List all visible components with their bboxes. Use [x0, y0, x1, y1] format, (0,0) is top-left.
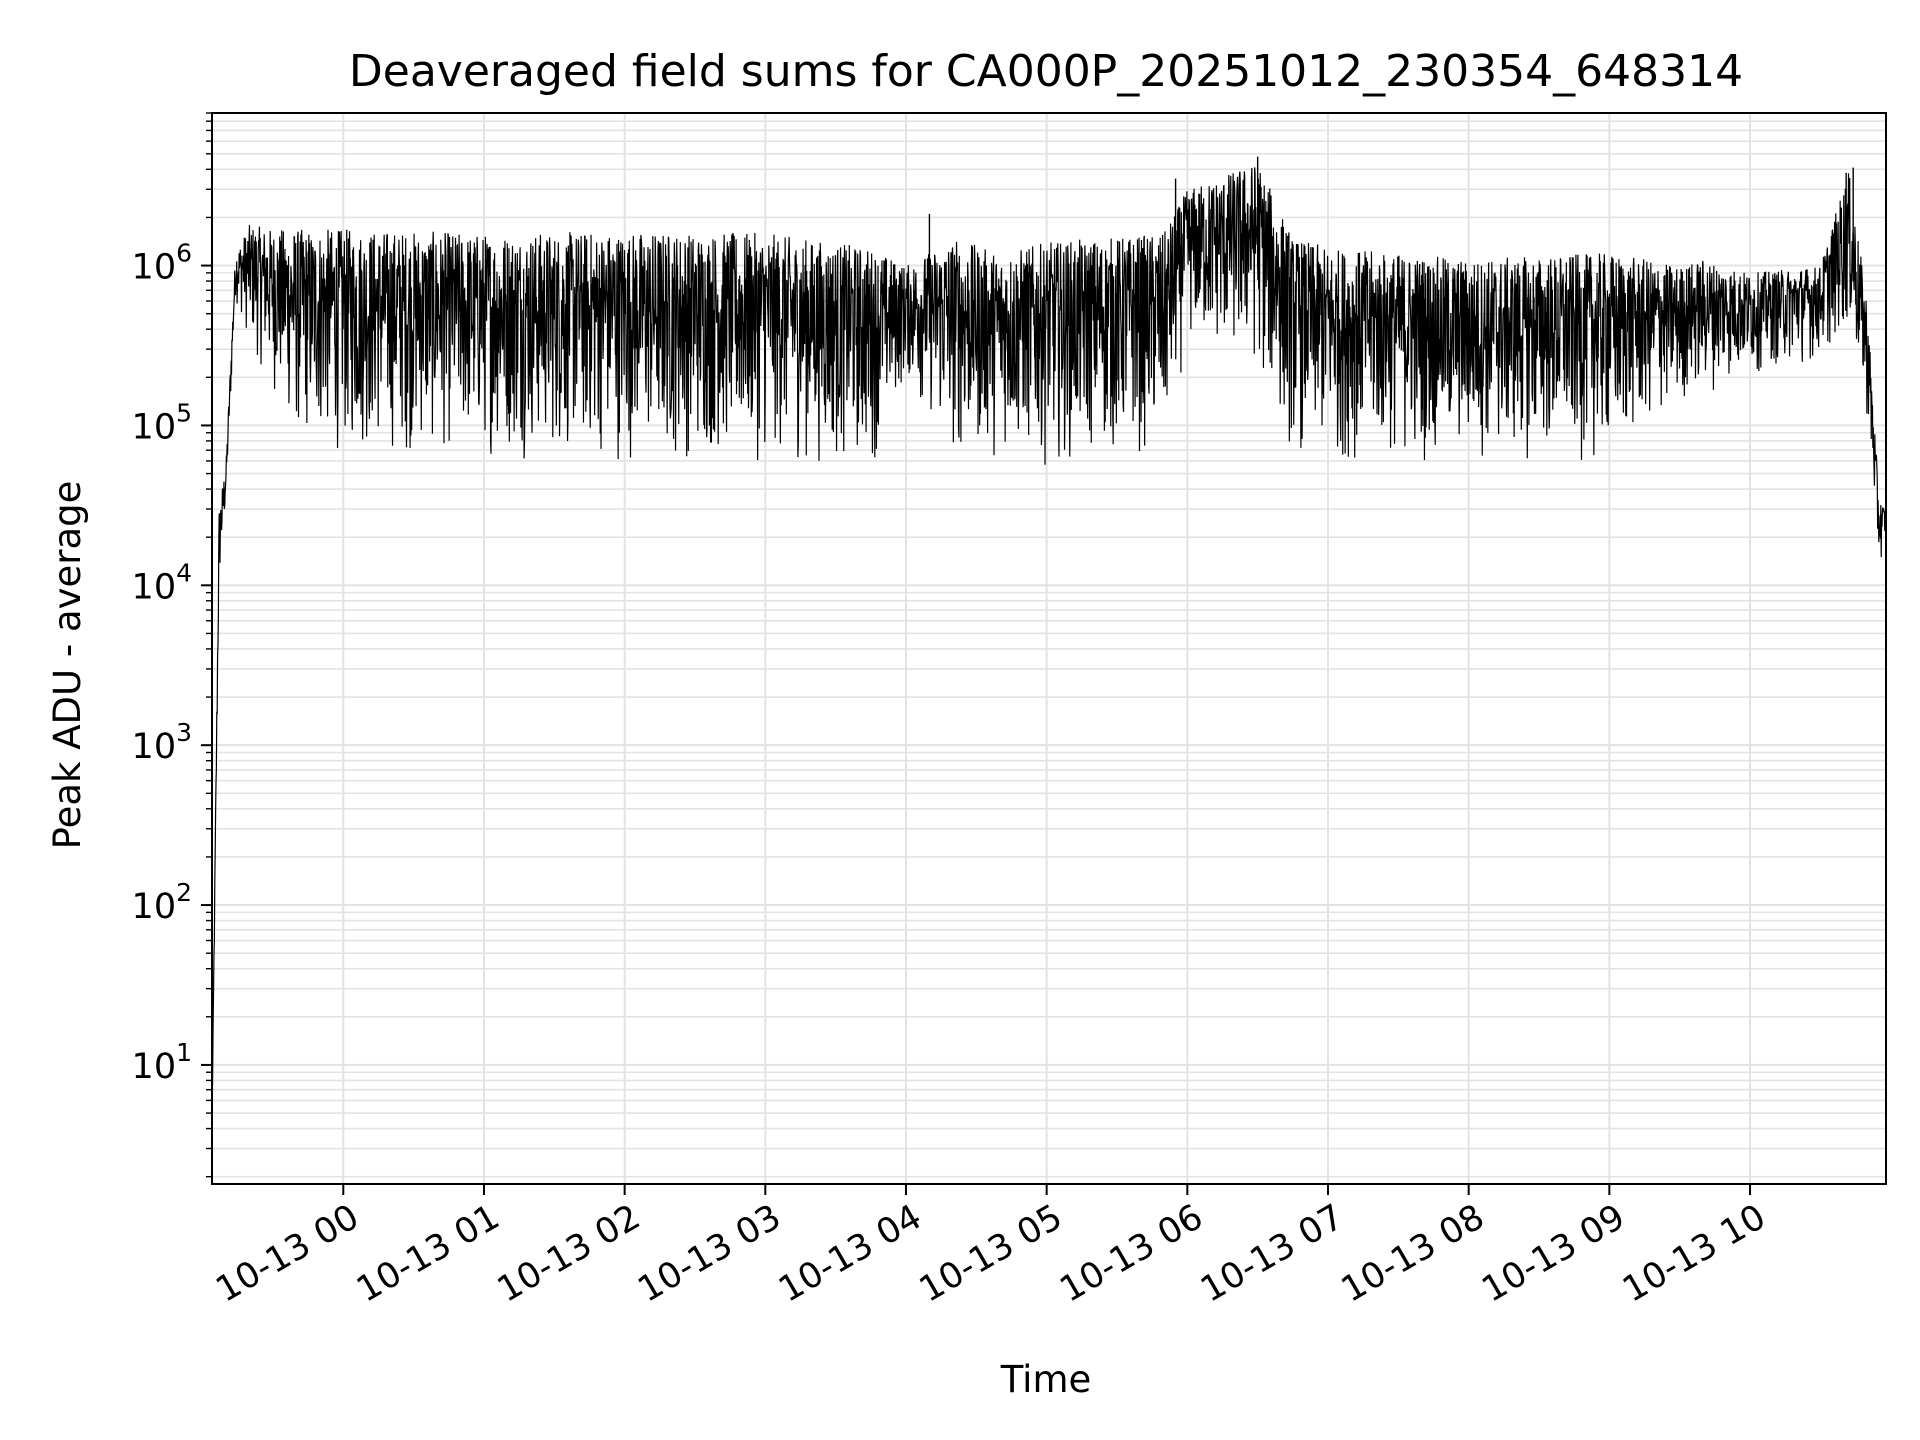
- y-tick-label: 105: [132, 398, 192, 447]
- y-tick-label: 103: [132, 718, 192, 767]
- y-axis-ticks: 101 102 103 104 105 106: [132, 112, 212, 1178]
- y-tick-label: 101: [132, 1038, 192, 1087]
- x-axis-label: Time: [1000, 1358, 1092, 1401]
- series-trace: [211, 167, 1887, 1125]
- chart-title: Deaveraged field sums for CA000P_2025101…: [349, 46, 1743, 97]
- y-tick-label: 104: [132, 558, 192, 607]
- y-tick-label: 106: [132, 239, 192, 288]
- series-line: [211, 156, 1887, 1125]
- y-tick-label: 102: [132, 878, 192, 927]
- y-axis-label: Peak ADU - average: [46, 481, 89, 850]
